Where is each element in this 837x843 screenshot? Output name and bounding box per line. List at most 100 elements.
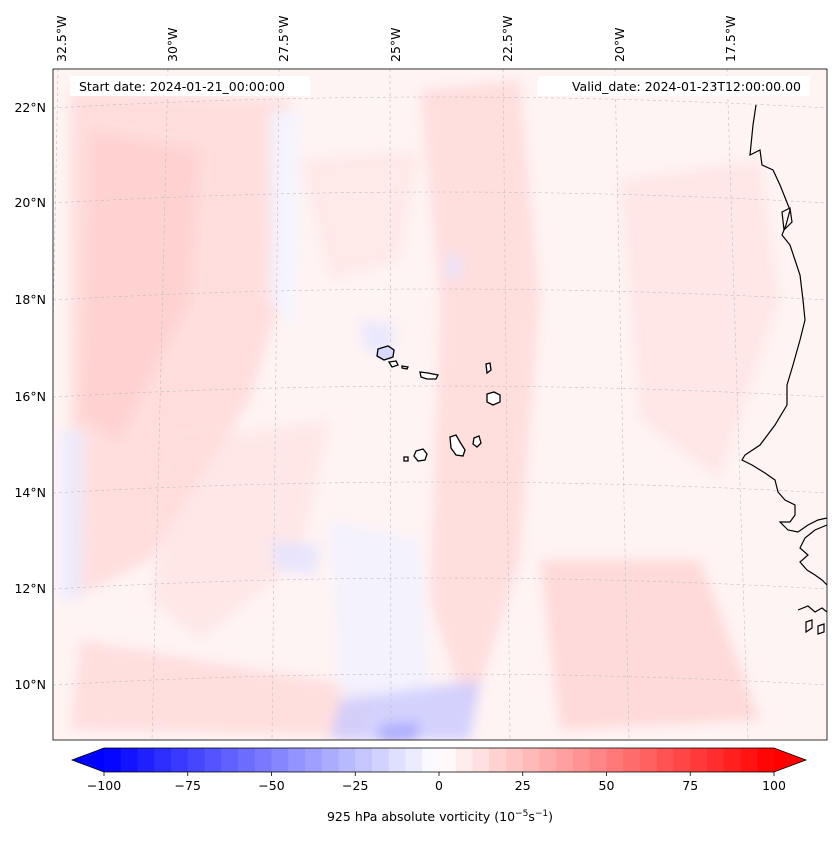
colorbar-tick-label: −100 bbox=[87, 778, 121, 793]
lon-label: 32.5°W bbox=[54, 16, 69, 62]
valid-date-box bbox=[538, 76, 810, 96]
colorbar-label-suffix: ) bbox=[548, 809, 553, 824]
lat-label: 12°N bbox=[14, 581, 46, 596]
positive-vorticity-band bbox=[70, 640, 380, 735]
negative-vorticity-patch bbox=[330, 520, 430, 700]
colorbar-segment bbox=[439, 748, 457, 772]
positive-vorticity-band bbox=[540, 560, 760, 730]
island-santa-luzia bbox=[401, 365, 409, 370]
colorbar-segment bbox=[740, 748, 758, 772]
colorbar-segment bbox=[757, 748, 775, 772]
parallel-line bbox=[53, 288, 827, 301]
colorbar-ticks: −100 −75 −50 −25 0 25 50 75 100 bbox=[87, 772, 786, 793]
colorbar-segment bbox=[506, 748, 524, 772]
lat-label: 10°N bbox=[14, 677, 46, 692]
island-maio bbox=[472, 435, 482, 448]
colorbar-segment bbox=[623, 748, 641, 772]
lat-label: 22°N bbox=[14, 100, 46, 115]
colorbar-label-prefix: 925 hPa absolute vorticity (10 bbox=[327, 809, 515, 824]
lon-label: 25°W bbox=[388, 27, 403, 62]
colorbar-segment bbox=[154, 748, 172, 772]
parallel-line bbox=[53, 673, 827, 686]
colorbar-segment bbox=[238, 748, 256, 772]
colorbar-segment bbox=[120, 748, 138, 772]
colorbar-segment bbox=[254, 748, 272, 772]
lon-label: 27.5°W bbox=[276, 16, 291, 62]
meridian-line bbox=[151, 69, 169, 740]
lon-label: 20°W bbox=[612, 27, 627, 62]
colorbar-tick-label: 75 bbox=[682, 778, 698, 793]
meridian-line bbox=[726, 69, 749, 740]
parallel-line bbox=[53, 577, 827, 590]
meridian-line bbox=[614, 69, 630, 740]
colorbar-segment bbox=[656, 748, 674, 772]
map-panel: Start date: 2024-01-21_00:00:00 Valid_da… bbox=[53, 69, 827, 740]
colorbar-label-exp2: −1 bbox=[535, 809, 548, 819]
island-santiago bbox=[449, 434, 466, 457]
lat-label: 14°N bbox=[14, 485, 46, 500]
colorbar-segment bbox=[271, 748, 289, 772]
graticule bbox=[53, 69, 827, 740]
parallel-line bbox=[53, 191, 827, 204]
colorbar-segments bbox=[104, 748, 775, 772]
colorbar-tick-label: −25 bbox=[342, 778, 368, 793]
colorbar-segment bbox=[305, 748, 323, 772]
colorbar-segment bbox=[589, 748, 607, 772]
colorbar-segment bbox=[673, 748, 691, 772]
coastline-gambia-guinea bbox=[799, 524, 827, 586]
colorbar-segment bbox=[606, 748, 624, 772]
island-santo-antao bbox=[376, 345, 395, 361]
island-sao-nicolau bbox=[419, 371, 439, 380]
island-brava bbox=[403, 456, 409, 462]
positive-vorticity-band bbox=[420, 80, 540, 720]
colorbar-segment bbox=[422, 748, 440, 772]
african-coastline bbox=[741, 104, 827, 635]
colorbar-tick-label: −75 bbox=[175, 778, 201, 793]
colorbar-label: 925 hPa absolute vorticity (10−5s−1) bbox=[327, 809, 553, 824]
longitude-labels: 32.5°W 30°W 27.5°W 25°W 22.5°W 20°W 17.5… bbox=[54, 16, 738, 62]
colorbar-segment bbox=[690, 748, 708, 772]
colorbar-segment bbox=[288, 748, 306, 772]
colorbar-segment bbox=[321, 748, 339, 772]
lat-label: 16°N bbox=[14, 389, 46, 404]
positive-vorticity-band bbox=[150, 420, 330, 640]
colorbar-label-exp1: −5 bbox=[515, 809, 528, 819]
colorbar-extend-max-arrow bbox=[774, 748, 806, 772]
colorbar-segment bbox=[573, 748, 591, 772]
meridian-line bbox=[502, 69, 511, 740]
colorbar-segment bbox=[522, 748, 540, 772]
meridian-line bbox=[271, 69, 280, 740]
colorbar-segment bbox=[489, 748, 507, 772]
island-sao-vicente bbox=[387, 360, 399, 368]
island-boa-vista bbox=[486, 391, 501, 406]
colorbar-segment bbox=[221, 748, 239, 772]
latitude-labels: 22°N 20°N 18°N 16°N 14°N 12°N 10°N bbox=[14, 100, 46, 692]
colorbar-segment bbox=[171, 748, 189, 772]
colorbar-segment bbox=[539, 748, 557, 772]
colorbar-segment bbox=[187, 748, 205, 772]
negative-vorticity-patch bbox=[60, 430, 85, 600]
colorbar-segment bbox=[388, 748, 406, 772]
colorbar-segment bbox=[707, 748, 725, 772]
coastline-dakhla bbox=[781, 207, 793, 232]
negative-vorticity-patch bbox=[270, 540, 320, 575]
parallel-line bbox=[53, 385, 827, 398]
start-date-label: Start date: 2024-01-21_00:00:00 bbox=[79, 79, 285, 94]
lon-label: 22.5°W bbox=[500, 16, 515, 62]
colorbar-segment bbox=[723, 748, 741, 772]
colorbar-segment bbox=[204, 748, 222, 772]
colorbar-segment bbox=[372, 748, 390, 772]
lat-label: 20°N bbox=[14, 195, 46, 210]
parallel-line bbox=[53, 96, 827, 109]
positive-vorticity-band bbox=[620, 160, 780, 480]
coastline-islets bbox=[805, 619, 825, 635]
meridian-line bbox=[389, 69, 392, 740]
start-date-box bbox=[70, 76, 310, 96]
colorbar-tick-label: 100 bbox=[762, 778, 786, 793]
colorbar-segment bbox=[355, 748, 373, 772]
colorbar-segment bbox=[640, 748, 658, 772]
cape-verde-islands bbox=[376, 345, 501, 462]
colorbar-segment bbox=[556, 748, 574, 772]
colorbar-tick-label: 0 bbox=[435, 778, 443, 793]
